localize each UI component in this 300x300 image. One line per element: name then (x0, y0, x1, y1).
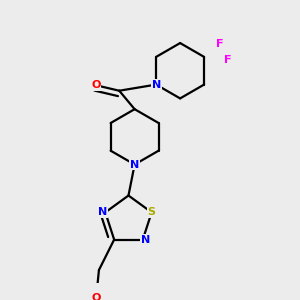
Text: N: N (98, 207, 107, 218)
Text: O: O (92, 293, 101, 300)
Text: N: N (141, 235, 150, 244)
Text: F: F (224, 55, 231, 65)
Text: O: O (91, 80, 100, 90)
Text: N: N (152, 80, 161, 90)
Text: N: N (130, 160, 139, 170)
Text: F: F (216, 39, 223, 50)
Text: S: S (148, 207, 156, 218)
